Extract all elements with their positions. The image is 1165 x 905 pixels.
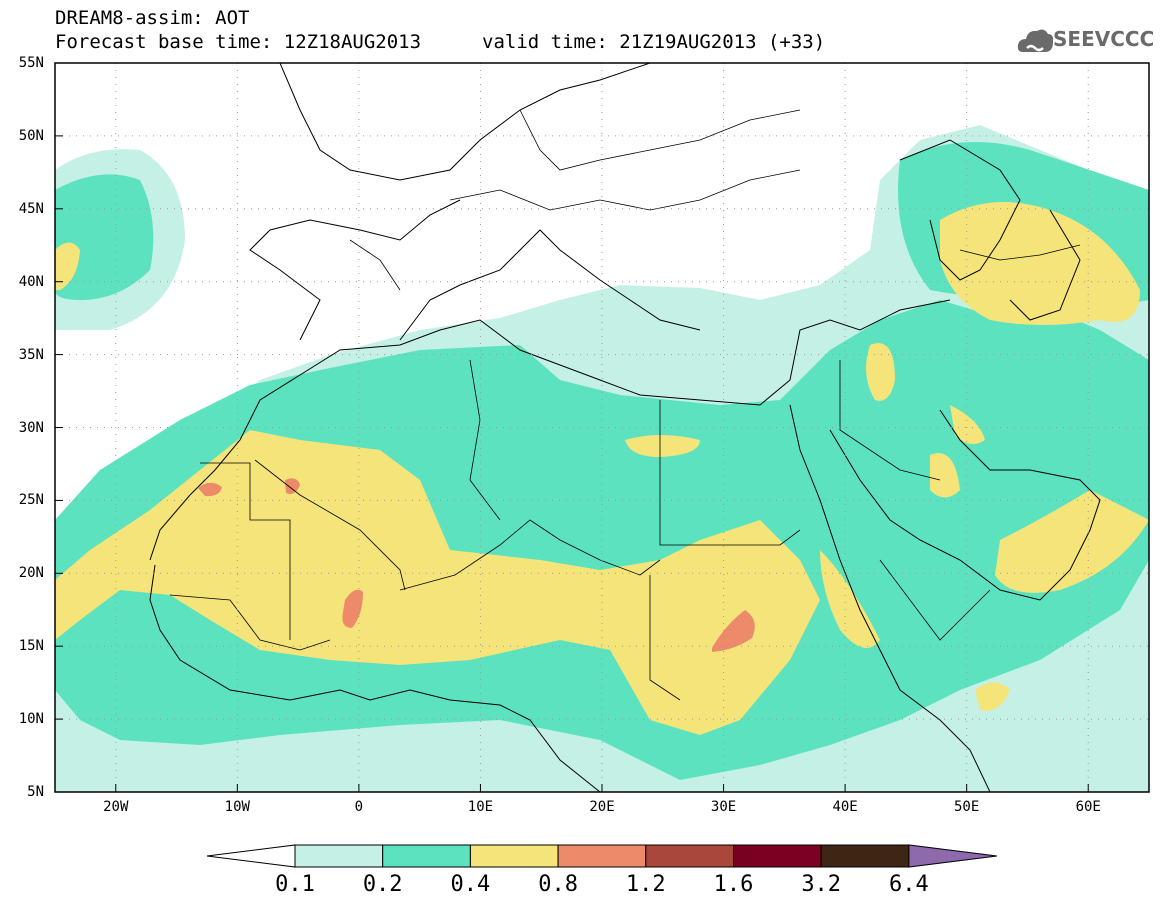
lon-label: 20W bbox=[103, 799, 129, 815]
lat-label: 10N bbox=[18, 711, 44, 728]
lon-label: 10W bbox=[224, 799, 250, 815]
lat-label: 45N bbox=[18, 200, 44, 217]
lon-label: 60E bbox=[1075, 799, 1101, 815]
colorbar-label: 1.2 bbox=[625, 872, 666, 897]
colorbar-over-triangle bbox=[908, 844, 997, 868]
colorbar-swatch bbox=[294, 844, 384, 868]
colorbar-label: 6.4 bbox=[889, 872, 929, 897]
colorbar-swatch bbox=[382, 844, 471, 868]
colorbar-label: 0.1 bbox=[275, 872, 315, 897]
colorbar-under-triangle bbox=[206, 844, 296, 868]
axis-ticks bbox=[55, 62, 1089, 793]
map-title: DREAM8-assim: AOT bbox=[55, 7, 250, 29]
colorbar-swatch bbox=[557, 844, 647, 868]
lat-label: 35N bbox=[18, 346, 44, 363]
lat-label: 20N bbox=[18, 565, 44, 582]
forecast-base-time: Forecast base time: 12Z18AUG2013 bbox=[55, 31, 422, 53]
lon-label: 30E bbox=[710, 799, 737, 815]
lon-label: 10E bbox=[467, 799, 494, 815]
lon-label: 40E bbox=[832, 799, 858, 815]
colorbar-label: 0.8 bbox=[538, 872, 578, 897]
lat-label: 25N bbox=[18, 492, 44, 509]
country-borders bbox=[169, 109, 1081, 701]
lat-label: 30N bbox=[18, 419, 44, 436]
colorbar-swatch bbox=[820, 844, 910, 868]
colorbar-label: 1.6 bbox=[713, 872, 754, 897]
lat-label: 15N bbox=[18, 638, 44, 655]
valid-time: valid time: 21Z19AUG2013 (+33) bbox=[482, 31, 826, 53]
colorbar-label: 0.2 bbox=[362, 872, 403, 897]
lat-label: 50N bbox=[18, 127, 44, 144]
colorbar-swatch bbox=[645, 844, 734, 868]
colorbar bbox=[206, 844, 997, 868]
aot-fields bbox=[55, 63, 1149, 792]
lat-label: 55N bbox=[18, 55, 44, 71]
cloud-logo-icon bbox=[1017, 29, 1054, 52]
lat-label: 5N bbox=[27, 784, 44, 800]
logo-text: SEEVCCC bbox=[1053, 27, 1155, 51]
colorbar-swatch bbox=[469, 844, 559, 868]
aot-band-0.8-1.2 bbox=[198, 478, 755, 652]
colorbar-label: 0.4 bbox=[450, 872, 491, 897]
lon-label: 50E bbox=[954, 799, 980, 815]
lat-label: 40N bbox=[18, 273, 44, 290]
lon-label: 20E bbox=[589, 799, 615, 815]
lon-label: 0 bbox=[354, 799, 364, 815]
aot-band-0.4-0.8 bbox=[55, 202, 1149, 735]
coastlines bbox=[149, 63, 1101, 792]
colorbar-swatch bbox=[733, 844, 822, 868]
colorbar-label: 3.2 bbox=[801, 872, 842, 897]
